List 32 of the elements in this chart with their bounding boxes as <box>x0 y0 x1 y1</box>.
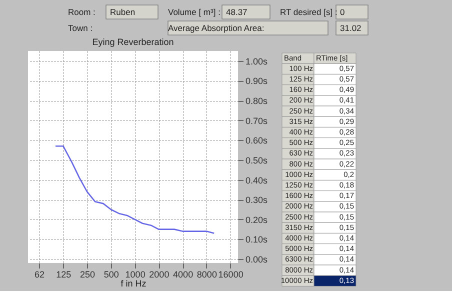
text: Ruben <box>110 7 136 17</box>
y-tick-label: 0.80s <box>246 96 268 106</box>
x-tick-label: 8000 <box>196 270 217 280</box>
text: RT desired [s] : <box>280 7 338 17</box>
line-series <box>54 145 215 234</box>
y-tick-label: 1.00s <box>246 56 268 66</box>
y-tick-label: 0.10s <box>246 234 268 245</box>
y-tick-label: 0.90s <box>246 76 268 86</box>
x-tick-label: 16000 <box>218 270 244 280</box>
y-tick-label: 0.30s <box>246 195 268 206</box>
x-axis-title: f in Hz <box>120 278 147 288</box>
text: Average Absorption Area: <box>168 23 264 33</box>
x-tick-label: 500 <box>104 270 119 280</box>
y-tick-label: 0.00s <box>246 254 268 265</box>
x-tick-label: 250 <box>80 270 96 280</box>
y-tick-label: 0.20s <box>246 214 268 225</box>
x-tick-label: 2000 <box>149 270 170 280</box>
y-tick-label: 0.40s <box>246 175 268 186</box>
x-tick-label: 1000 <box>125 270 146 280</box>
text: Town : <box>68 23 93 33</box>
y-tick-label: 0.70s <box>246 116 268 126</box>
text: 0 <box>340 7 345 17</box>
y-tick-label: 0.50s <box>246 155 268 166</box>
x-tick-label: 125 <box>56 270 72 280</box>
x-tick-label: 4000 <box>173 270 194 280</box>
text: 31.02 <box>340 23 362 33</box>
x-tick-label: 62 <box>34 270 45 280</box>
text: 48.37 <box>226 7 248 17</box>
text: Volume [ m³] : <box>168 7 220 17</box>
y-tick-label: 0.60s <box>246 136 268 146</box>
chart-title: Eying Reverberation <box>92 37 174 47</box>
text: Room : <box>68 7 96 17</box>
